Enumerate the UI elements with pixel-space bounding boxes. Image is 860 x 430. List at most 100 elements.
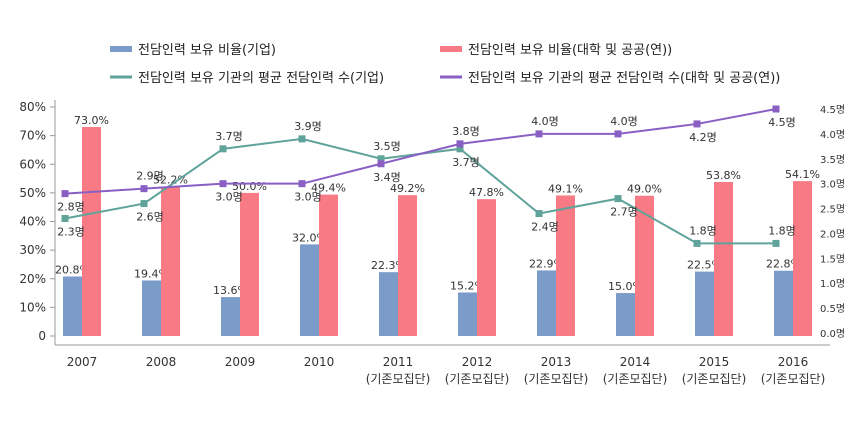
right-tick-label: 2.5명 — [820, 204, 845, 216]
bar-company — [458, 292, 477, 336]
line-marker — [219, 145, 227, 153]
x-tick-sublabel: (기존모집단) — [603, 372, 668, 386]
right-tick-label: 4.5명 — [820, 104, 845, 116]
bar-data-label: 49.4% — [311, 182, 346, 195]
line-data-label: 2.8명 — [57, 201, 85, 214]
x-tick-label: 2009 — [225, 355, 256, 369]
left-tick-label: 0 — [38, 329, 46, 343]
line-marker — [140, 185, 148, 193]
x-tick-sublabel: (기존모집단) — [524, 372, 589, 386]
bar-university — [319, 194, 338, 336]
left-tick-label: 40% — [19, 215, 46, 229]
line-data-label: 3.5명 — [373, 140, 401, 153]
bar-university — [82, 127, 101, 336]
line-data-label: 3.4명 — [373, 171, 401, 184]
right-tick-label: 0.0명 — [820, 328, 845, 340]
left-tick-label: 80% — [19, 100, 46, 114]
bar-data-label: 49.2% — [390, 182, 425, 195]
line-data-label: 2.9명 — [136, 170, 164, 183]
legend-label: 전담인력 보유 기관의 평균 전담인력 수(대학 및 공공(연)) — [468, 71, 780, 86]
bar-university — [556, 195, 575, 336]
bar-data-label: 32.0% — [292, 231, 327, 244]
bar-university — [240, 192, 259, 336]
bar-company — [695, 271, 714, 336]
right-tick-label: 3.5명 — [820, 154, 845, 166]
line-data-label: 3.0명 — [294, 191, 322, 204]
line-data-label: 4.0명 — [531, 115, 559, 128]
bar-data-label: 22.8% — [766, 258, 801, 271]
bar-data-label: 73.0% — [74, 114, 109, 127]
line-data-label: 2.4명 — [531, 221, 559, 234]
legend-label: 전담인력 보유 비율(기업) — [138, 43, 276, 58]
bar-data-label: 49.1% — [548, 182, 583, 195]
right-tick-label: 3.0명 — [820, 179, 845, 191]
line-marker — [140, 200, 148, 208]
bar-university — [793, 181, 812, 336]
legend-swatch — [110, 46, 132, 52]
x-tick-label: 2014 — [620, 355, 651, 369]
line-marker — [772, 105, 780, 113]
left-tick-label: 50% — [19, 186, 46, 200]
bar-data-label: 22.3% — [371, 259, 406, 272]
bar-data-label: 22.5% — [687, 259, 722, 272]
right-tick-label: 2.0명 — [820, 228, 845, 240]
bar-data-label: 53.8% — [706, 169, 741, 182]
line-marker — [772, 239, 780, 247]
line-data-label: 4.5명 — [768, 116, 796, 129]
x-tick-label: 2008 — [146, 355, 177, 369]
line-data-label: 3.7명 — [215, 130, 243, 143]
left-tick-label: 60% — [19, 157, 46, 171]
bar-data-label: 13.6% — [213, 284, 248, 297]
x-tick-label: 2007 — [67, 355, 98, 369]
line-data-label: 3.8명 — [452, 125, 480, 138]
bar-company — [379, 272, 398, 336]
bar-company — [774, 270, 793, 336]
x-tick-label: 2011 — [383, 355, 414, 369]
x-tick-sublabel: (기존모집단) — [761, 372, 826, 386]
bar-data-label: 15.0% — [608, 280, 643, 293]
x-tick-label: 2010 — [304, 355, 335, 369]
line-marker — [456, 140, 464, 148]
bar-company — [63, 276, 82, 336]
line-marker — [693, 239, 701, 247]
bar-company — [537, 270, 556, 336]
line-data-label: 3.0명 — [215, 191, 243, 204]
right-tick-label: 0.5명 — [820, 303, 845, 315]
line-data-label: 2.6명 — [136, 211, 164, 224]
bar-company — [221, 297, 240, 336]
legend-label: 전담인력 보유 기관의 평균 전담인력 수(기업) — [138, 71, 384, 86]
bar-data-label: 54.1% — [785, 168, 820, 181]
bar-university — [477, 199, 496, 336]
line-marker — [693, 120, 701, 128]
bar-data-label: 52.2% — [153, 174, 188, 187]
legend-label: 전담인력 보유 비율(대학 및 공공(연)) — [468, 43, 672, 58]
x-tick-label: 2015 — [699, 355, 730, 369]
line-data-label: 1.8명 — [768, 224, 796, 237]
line-university — [64, 108, 777, 195]
left-tick-label: 70% — [19, 129, 46, 143]
left-tick-label: 20% — [19, 272, 46, 286]
bar-company — [300, 244, 319, 336]
bar-data-label: 22.9% — [529, 257, 564, 270]
line-data-label: 4.0명 — [610, 115, 638, 128]
x-tick-label: 2012 — [462, 355, 493, 369]
line-marker — [61, 215, 69, 223]
line-marker — [535, 130, 543, 138]
line-marker — [377, 155, 385, 163]
bar-company — [616, 293, 635, 336]
bar-university — [161, 186, 180, 336]
right-tick-label: 1.5명 — [820, 253, 845, 265]
right-tick-label: 1.0명 — [820, 278, 845, 290]
line-marker — [298, 180, 306, 188]
bar-data-label: 19.4% — [134, 267, 169, 280]
bar-university — [714, 181, 733, 336]
bar-data-label: 20.8% — [55, 263, 90, 276]
left-tick-label: 10% — [19, 300, 46, 314]
x-tick-sublabel: (기존모집단) — [682, 372, 747, 386]
line-data-label: 3.7명 — [452, 156, 480, 169]
line-marker — [298, 135, 306, 143]
line-marker — [535, 210, 543, 218]
bar-university — [635, 195, 654, 336]
line-marker — [377, 160, 385, 168]
